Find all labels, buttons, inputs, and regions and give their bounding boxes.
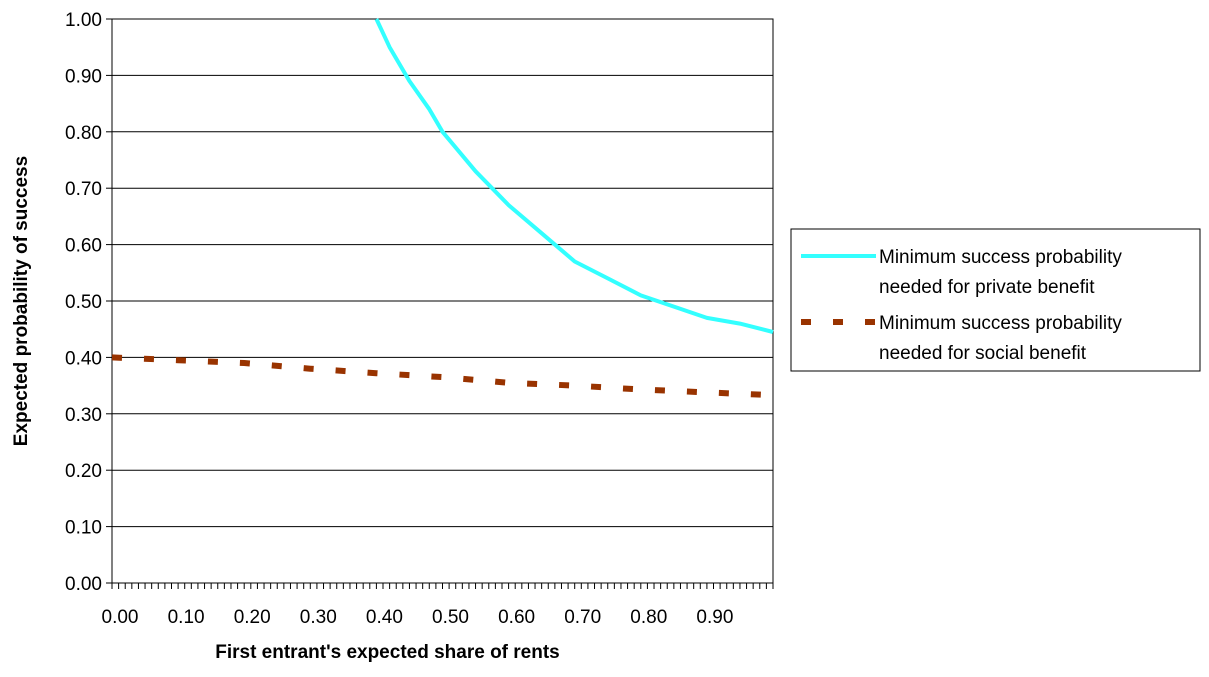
y-tick-label: 1.00 xyxy=(65,10,102,31)
x-tick-label: 0.60 xyxy=(498,607,535,628)
legend-label-social-line2: needed for social benefit xyxy=(879,343,1087,364)
x-tick-labels: 0.00 0.10 0.20 0.30 0.40 0.50 0.60 0.70 0.80 0.90 xyxy=(102,607,734,628)
y-tick-label: 0.50 xyxy=(65,292,102,313)
legend-label-social-line1: Minimum success probability xyxy=(879,313,1122,334)
y-tick-label: 0.60 xyxy=(65,236,102,257)
x-tick-label: 0.50 xyxy=(432,607,469,628)
y-tick-label: 0.20 xyxy=(65,461,102,482)
legend-label-private-line2: needed for private benefit xyxy=(879,277,1095,298)
legend-box xyxy=(790,228,1201,372)
y-tick-label: 0.90 xyxy=(65,66,102,87)
x-axis-title: First entrant's expected share of rents xyxy=(215,642,560,663)
series-layer xyxy=(111,18,774,399)
x-minor-ticks xyxy=(111,583,774,589)
y-tick-label: 0.30 xyxy=(65,405,102,426)
y-tick-label: 0.00 xyxy=(65,574,102,595)
legend-label-private-line1: Minimum success probability xyxy=(879,247,1122,268)
grid-lines xyxy=(106,18,773,584)
y-tick-labels: 0.00 0.10 0.20 0.30 0.40 0.50 0.60 0.70 0.80 0.90… xyxy=(65,10,102,595)
y-axis-title: Expected probability of success xyxy=(11,156,32,446)
x-tick-label: 0.80 xyxy=(630,607,667,628)
x-tick-label: 0.90 xyxy=(696,607,733,628)
series-line-social xyxy=(111,354,774,399)
x-tick-label: 0.10 xyxy=(168,607,205,628)
x-tick-label: 0.20 xyxy=(234,607,271,628)
x-tick-label: 0.00 xyxy=(102,607,139,628)
series-line-private xyxy=(374,18,774,334)
y-tick-label: 0.70 xyxy=(65,179,102,200)
x-tick-label: 0.40 xyxy=(366,607,403,628)
y-tick-label: 0.80 xyxy=(65,123,102,144)
x-tick-label: 0.70 xyxy=(564,607,601,628)
y-tick-label: 0.10 xyxy=(65,518,102,539)
legend: Minimum success probability needed for p… xyxy=(790,228,1201,372)
y-tick-label: 0.40 xyxy=(65,348,102,369)
x-tick-label: 0.30 xyxy=(300,607,337,628)
